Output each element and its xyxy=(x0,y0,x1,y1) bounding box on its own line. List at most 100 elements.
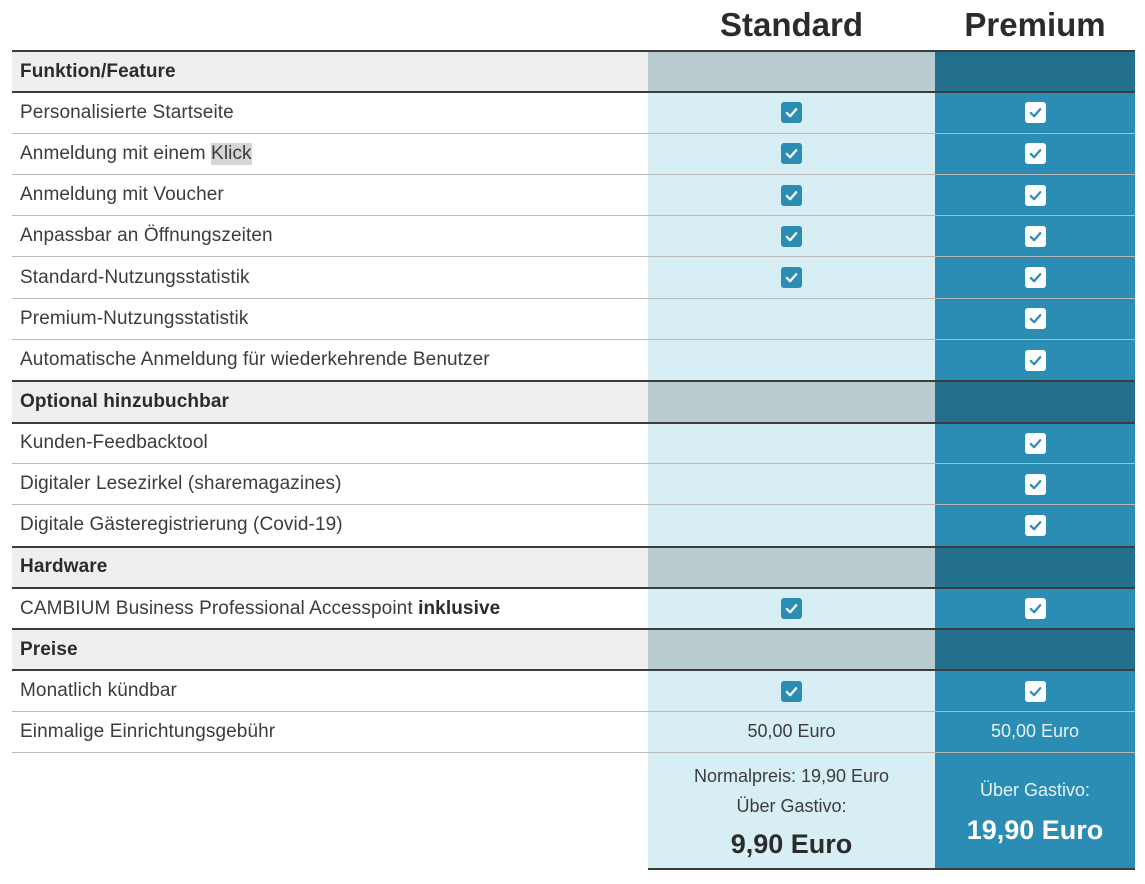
checkbox-checked-icon xyxy=(1024,308,1046,330)
checkbox-checked-icon xyxy=(781,680,802,702)
checkbox-checked-icon xyxy=(1024,267,1046,289)
standard-cell xyxy=(648,630,935,670)
premium-cell xyxy=(935,588,1135,629)
section-label: Preise xyxy=(12,630,648,670)
feature-row: Monatlich kündbar xyxy=(12,669,1135,711)
feature-row: Anpassbar an Öffnungszeiten xyxy=(12,215,1135,257)
standard-cell xyxy=(648,423,935,463)
standard-cell xyxy=(648,257,935,298)
feature-row: Standard-Nutzungsstatistik xyxy=(12,256,1135,298)
premium-cell: 50,00 Euro xyxy=(935,711,1135,753)
premium-cell xyxy=(935,382,1135,422)
feature-label: Anpassbar an Öffnungszeiten xyxy=(12,216,648,256)
feature-row: Personalisierte Startseite xyxy=(12,91,1135,133)
plan-header-premium: Premium xyxy=(964,6,1106,43)
standard-cell xyxy=(648,382,935,422)
standard-cell xyxy=(648,216,935,257)
label-text: Anmeldung mit Voucher xyxy=(20,184,224,206)
feature-row: Anmeldung mit einem Klick xyxy=(12,132,1135,174)
standard-cell xyxy=(648,588,935,629)
premium-cell xyxy=(935,298,1135,340)
feature-label: Anmeldung mit einem Klick xyxy=(12,134,648,174)
standard-cell xyxy=(648,340,935,381)
checkbox-checked-icon xyxy=(1024,349,1046,371)
plan-header-standard: Standard xyxy=(719,6,864,43)
label-text: Kunden-Feedbacktool xyxy=(20,432,208,454)
checkbox-checked-icon xyxy=(1024,102,1046,124)
premium-price-cell: Über Gastivo: 19,90 Euro xyxy=(935,753,1135,871)
feature-label: Digitaler Lesezirkel (sharemagazines) xyxy=(12,464,648,504)
standard-cell: 50,00 Euro xyxy=(648,711,935,753)
feature-label: Monatlich kündbar xyxy=(12,671,648,710)
premium-cell xyxy=(935,174,1135,216)
checkbox-checked-icon xyxy=(781,225,802,247)
section-header-row: Hardware xyxy=(12,545,1135,587)
section-label: Funktion/Feature xyxy=(12,52,648,92)
section-label: Optional hinzubuchbar xyxy=(12,382,648,422)
label-text: Hardware xyxy=(20,556,108,578)
checkbox-checked-icon xyxy=(1024,473,1046,495)
checkbox-checked-icon xyxy=(1024,143,1046,165)
bold-text: inklusive xyxy=(418,597,501,619)
premium-value: 50,00 Euro xyxy=(990,721,1080,742)
standard-price: 9,90 Euro xyxy=(730,829,853,860)
feature-row: CAMBIUM Business Professional Accesspoin… xyxy=(12,586,1135,629)
checkbox-checked-icon xyxy=(781,267,802,289)
price-row: Normalpreis: 19,90 Euro Über Gastivo: 9,90… xyxy=(12,752,1135,871)
feature-row: Digitaler Lesezirkel (sharemagazines) xyxy=(12,462,1135,505)
label-text: Digitaler Lesezirkel (sharemagazines) xyxy=(20,473,342,495)
label-text: Monatlich kündbar xyxy=(20,680,177,702)
label-text: Funktion/Feature xyxy=(20,60,176,82)
label-text: Automatische Anmeldung für wiederkehrend… xyxy=(20,349,490,371)
checkbox-checked-icon xyxy=(781,184,802,206)
premium-cell xyxy=(935,133,1135,174)
premium-price: 19,90 Euro xyxy=(966,815,1104,846)
label-text: Anpassbar an Öffnungszeiten xyxy=(20,225,273,247)
standard-via-label: Über Gastivo: xyxy=(736,796,847,817)
standard-cell xyxy=(648,505,935,546)
section-label: Hardware xyxy=(12,547,648,587)
checkbox-checked-icon xyxy=(1024,184,1046,206)
highlighted-text: Klick xyxy=(211,142,252,165)
feature-label: Premium-Nutzungsstatistik xyxy=(12,299,648,339)
standard-normal-price: Normalpreis: 19,90 Euro xyxy=(693,766,890,787)
premium-cell xyxy=(935,257,1135,298)
label-text: CAMBIUM Business Professional Accesspoin… xyxy=(20,597,419,619)
premium-cell xyxy=(935,630,1135,670)
premium-cell xyxy=(935,463,1135,505)
feature-row: Digitale Gästeregistrierung (Covid-19) xyxy=(12,504,1135,546)
checkbox-checked-icon xyxy=(1024,598,1046,619)
premium-via-label: Über Gastivo: xyxy=(979,780,1091,801)
standard-cell xyxy=(648,463,935,505)
premium-cell xyxy=(935,423,1135,463)
label-text: Preise xyxy=(20,638,78,660)
feature-label: Digitale Gästeregistrierung (Covid-19) xyxy=(12,505,648,545)
label-text: Personalisierte Startseite xyxy=(20,101,234,123)
standard-cell xyxy=(648,133,935,174)
feature-label: Automatische Anmeldung für wiederkehrend… xyxy=(12,340,648,380)
feature-label: Personalisierte Startseite xyxy=(12,93,648,132)
checkbox-checked-icon xyxy=(1024,514,1046,536)
premium-cell xyxy=(935,505,1135,546)
label-text: Premium-Nutzungsstatistik xyxy=(20,307,249,329)
feature-row: Einmalige Einrichtungsgebühr 50,00 Euro 50… xyxy=(12,710,1135,753)
premium-cell xyxy=(935,671,1135,711)
standard-cell xyxy=(648,93,935,133)
premium-cell xyxy=(935,93,1135,133)
label-text: Digitale Gästeregistrierung (Covid-19) xyxy=(20,514,343,536)
label-text: Anmeldung mit einem xyxy=(20,142,212,164)
checkbox-checked-icon xyxy=(781,143,802,165)
premium-cell xyxy=(935,216,1135,257)
feature-label: Kunden-Feedbacktool xyxy=(12,424,648,463)
standard-price-cell: Normalpreis: 19,90 Euro Über Gastivo: 9,90… xyxy=(648,753,935,871)
label-text: Standard-Nutzungsstatistik xyxy=(20,266,250,288)
standard-cell xyxy=(648,52,935,92)
checkbox-checked-icon xyxy=(781,598,802,619)
standard-cell xyxy=(648,298,935,340)
premium-cell xyxy=(935,547,1135,587)
price-label-empty xyxy=(12,753,648,871)
feature-row: Anmeldung mit Voucher xyxy=(12,173,1135,216)
label-text: Einmalige Einrichtungsgebühr xyxy=(20,720,276,742)
section-header-row: Funktion/Feature xyxy=(12,50,1135,92)
premium-cell xyxy=(935,52,1135,92)
